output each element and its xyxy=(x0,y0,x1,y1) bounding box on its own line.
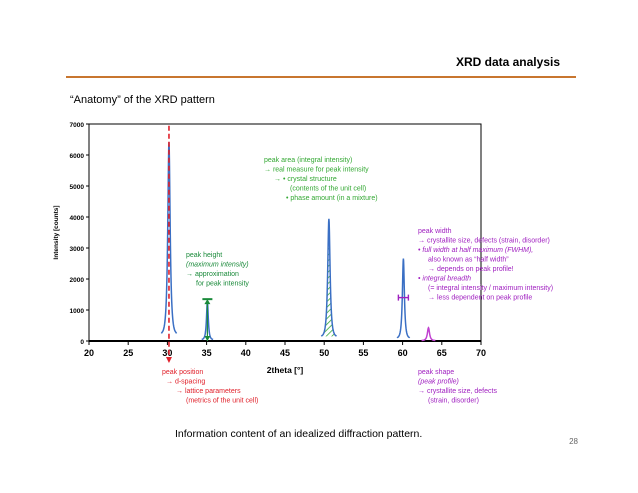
ticks: 20 25 30 35 40 45 50 55 60 65 70 0 1000 2000 3000 4000 5… xyxy=(53,122,486,375)
y-tick-label: 0 xyxy=(80,339,84,346)
annot-peak-shape-line: peak shape xyxy=(418,369,454,376)
page-number: 28 xyxy=(569,437,578,446)
slide-title: XRD data analysis xyxy=(455,55,560,69)
x-tick-label: 70 xyxy=(476,348,486,358)
annot-peak-width-line: → crystallite size, defects (strain, dis… xyxy=(418,238,550,245)
x-tick-label: 20 xyxy=(84,348,94,358)
peak-height-arrow-bottom xyxy=(204,336,211,341)
x-tick-label: 60 xyxy=(398,348,408,358)
annot-peak-shape-line: (strain, disorder) xyxy=(428,398,479,405)
annot-peak-width-line: (= integral intensity / maximum intensit… xyxy=(428,285,553,292)
marks xyxy=(165,125,410,363)
x-tick-label: 50 xyxy=(319,348,329,358)
y-tick-label: 4000 xyxy=(70,215,85,222)
slide-subtitle: “Anatomy” of the XRD pattern xyxy=(70,94,215,106)
peak-4 xyxy=(396,258,411,339)
annot-peak-width-line: • full width at half maximum (FWHM), xyxy=(418,247,533,254)
y-tick-label: 5000 xyxy=(70,184,85,191)
peak-5 xyxy=(421,326,436,342)
x-tick-label: 55 xyxy=(358,348,368,358)
annot-peak-position-line: → d-spacing xyxy=(166,379,205,386)
annotations: peak position → d-spacing → lattice parame… xyxy=(162,157,553,405)
annot-peak-width-line: peak width xyxy=(418,228,452,235)
peak-area-fill xyxy=(321,218,337,337)
annot-peak-height-line: for peak intensity xyxy=(196,281,249,288)
x-tick-label: 35 xyxy=(202,348,212,358)
annot-peak-width-line: → depends on peak profile! xyxy=(428,266,514,273)
y-axis-label: Intensity [counts] xyxy=(53,205,60,259)
x-tick-label: 25 xyxy=(123,348,133,358)
y-tick-label: 6000 xyxy=(70,153,85,160)
figure-caption: Information content of an idealized diff… xyxy=(175,428,423,440)
annot-peak-position-line: → lattice parameters xyxy=(176,388,241,395)
y-tick-label: 2000 xyxy=(70,277,85,284)
annot-peak-height-line: → approximation xyxy=(186,271,239,278)
annot-peak-width-line: → less dependent on peak profile xyxy=(428,295,532,302)
peak-position-arrow xyxy=(165,357,172,363)
x-tick-label: 40 xyxy=(241,348,251,358)
peak-3 xyxy=(320,218,338,337)
annot-peak-height-line: peak height xyxy=(186,252,222,259)
annot-peak-shape-line: (peak profile) xyxy=(418,379,459,386)
x-tick-label: 45 xyxy=(280,348,290,358)
y-tick-label: 1000 xyxy=(70,308,85,315)
x-tick-label: 65 xyxy=(437,348,447,358)
annot-peak-area-line: → • crystal structure xyxy=(274,176,337,183)
y-tick-label: 3000 xyxy=(70,246,85,253)
annot-peak-area-line: • phase amount (in a mixture) xyxy=(286,195,378,202)
annot-peak-width-line: also known as “half width” xyxy=(428,257,509,264)
annot-peak-height-line: (maximum intensity) xyxy=(186,262,249,269)
annot-peak-area-line: (contents of the unit cell) xyxy=(290,186,366,193)
annot-peak-shape-line: → crystallite size, defects xyxy=(418,388,497,395)
y-tick-label: 7000 xyxy=(70,122,85,129)
title-underline xyxy=(66,76,576,78)
x-tick-label: 30 xyxy=(162,348,172,358)
annot-peak-area-line: → real measure for peak intensity xyxy=(264,167,369,174)
peak-height-arrow-top xyxy=(204,299,211,305)
annot-peak-position-line: (metrics of the unit cell) xyxy=(186,398,258,405)
annot-peak-position-line: peak position xyxy=(162,369,203,376)
x-axis-label: 2theta [°] xyxy=(267,365,304,375)
annot-peak-area-line: peak area (integral intensity) xyxy=(264,157,352,164)
annot-peak-width-line: • integral breadth xyxy=(418,276,471,283)
